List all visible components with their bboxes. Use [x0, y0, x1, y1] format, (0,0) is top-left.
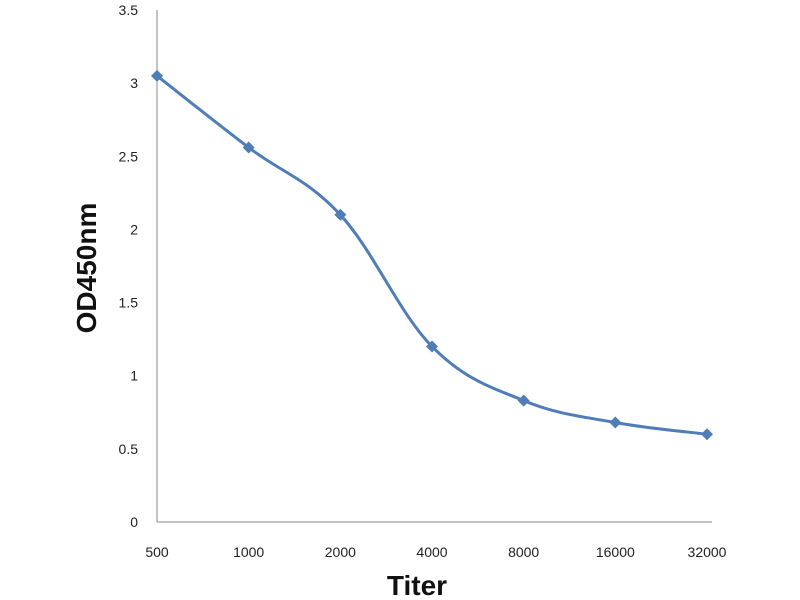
x-tick-label: 32000: [688, 544, 727, 560]
y-tick-label: 3.5: [119, 2, 139, 18]
y-tick-label: 0.5: [119, 441, 139, 457]
data-point-marker: [426, 340, 438, 353]
x-axis-title: Titer: [387, 570, 447, 600]
y-tick-label: 2: [130, 221, 138, 237]
y-tick-label: 1: [130, 368, 138, 384]
x-tick-label: 8000: [508, 544, 539, 560]
y-tick-label: 0: [130, 514, 138, 530]
data-point-marker: [242, 141, 255, 154]
series-line: [156, 74, 708, 436]
x-tick-label: 1000: [233, 544, 264, 560]
data-point-marker: [701, 428, 713, 441]
x-tick-label: 16000: [596, 544, 635, 560]
y-tick-label: 3: [130, 75, 138, 91]
x-tick-label: 500: [145, 544, 169, 560]
x-tick-labels: 500 1000 2000 4000 8000 16000 32000: [145, 544, 726, 560]
data-point-marker: [334, 208, 347, 221]
data-point-marker: [609, 416, 622, 429]
y-axis-title: OD450nm: [71, 203, 102, 334]
y-tick-label: 2.5: [119, 148, 139, 164]
series-layer: [151, 69, 713, 441]
data-point-marker: [151, 69, 163, 82]
y-tick-labels: 0 0.5 1 1.5 2 2.5 3 3.5: [119, 2, 139, 530]
x-tick-label: 2000: [325, 544, 356, 560]
x-tick-label: 4000: [416, 544, 447, 560]
y-tick-label: 1.5: [119, 295, 139, 311]
data-point-marker: [517, 394, 530, 407]
